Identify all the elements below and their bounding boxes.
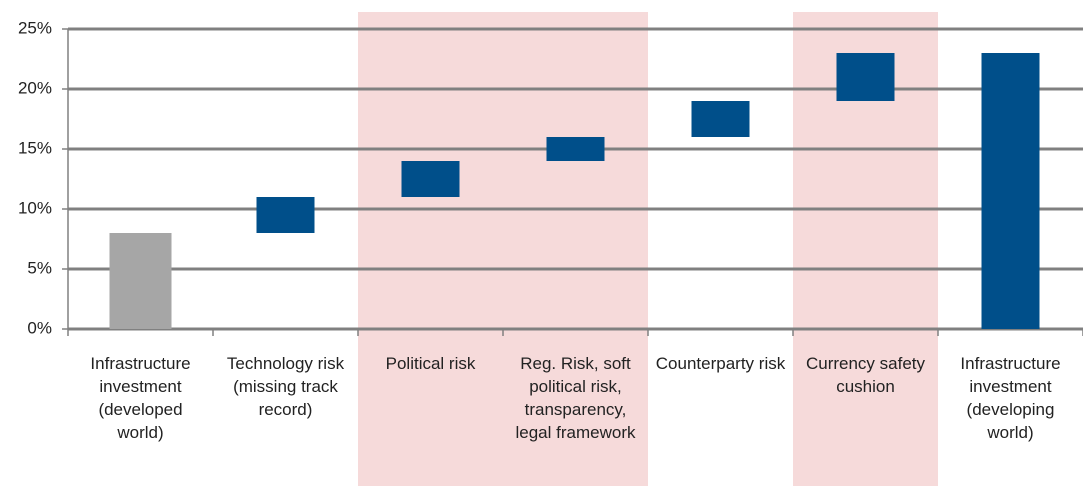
bar: [401, 161, 460, 197]
y-tick-label: 10%: [18, 198, 52, 217]
x-tick-label: Technology risk (missing track record): [226, 354, 345, 419]
bar: [546, 137, 605, 161]
bar: [981, 53, 1040, 329]
y-tick-label: 15%: [18, 138, 52, 157]
y-tick-label: 25%: [18, 18, 52, 37]
bar: [109, 233, 172, 329]
bar: [836, 53, 895, 101]
y-tick-label: 20%: [18, 78, 52, 97]
x-tick-label: Political risk: [385, 354, 476, 373]
x-tick-label: Currency safety cushion: [805, 354, 926, 396]
x-tick-label: Infrastructure investment (developing wo…: [960, 354, 1061, 442]
bar: [691, 101, 750, 137]
highlight-band: [503, 12, 648, 486]
x-tick-label: Counterparty risk: [655, 354, 786, 373]
highlight-band: [358, 12, 503, 486]
y-tick-label: 0%: [27, 318, 52, 337]
x-tick-label: Reg. Risk, soft political risk, transpar…: [515, 354, 636, 442]
x-tick-label: Infrastructure investment (developed wor…: [90, 354, 191, 442]
y-tick-label: 5%: [27, 258, 52, 277]
bar: [256, 197, 315, 233]
